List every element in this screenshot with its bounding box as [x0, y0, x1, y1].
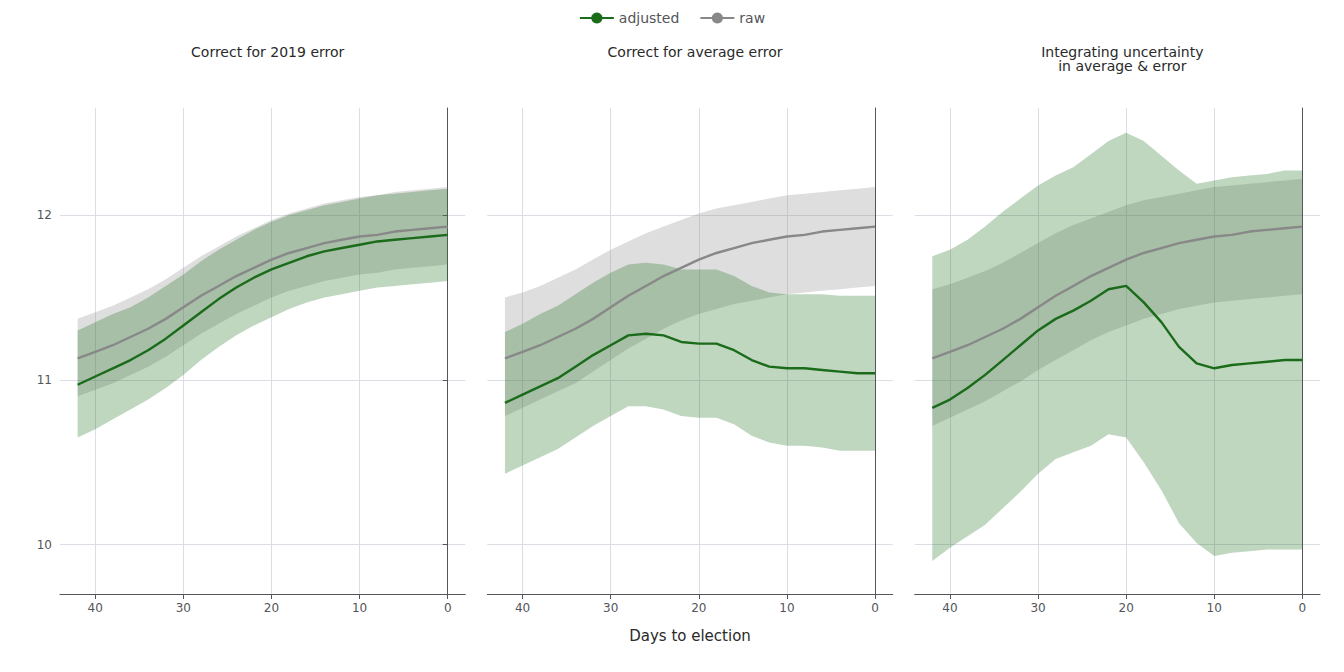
svg-text:0: 0 [1299, 601, 1307, 615]
svg-text:20: 20 [691, 601, 706, 615]
svg-text:40: 40 [942, 601, 957, 615]
svg-text:0: 0 [871, 601, 879, 615]
svg-text:40: 40 [515, 601, 530, 615]
svg-text:40: 40 [88, 601, 103, 615]
svg-text:10: 10 [352, 601, 367, 615]
svg-text:30: 30 [603, 601, 618, 615]
svg-text:30: 30 [176, 601, 191, 615]
svg-text:30: 30 [1030, 601, 1045, 615]
svg-text:Correct for average error: Correct for average error [608, 44, 783, 60]
svg-text:Days to election: Days to election [629, 627, 751, 645]
svg-text:10: 10 [779, 601, 794, 615]
svg-text:10: 10 [37, 538, 52, 552]
svg-text:raw: raw [739, 10, 765, 26]
svg-text:adjusted: adjusted [619, 10, 680, 26]
svg-text:11: 11 [37, 373, 52, 387]
svg-text:12: 12 [37, 208, 52, 222]
svg-text:0: 0 [444, 601, 452, 615]
svg-text:10: 10 [1207, 601, 1222, 615]
svg-text:Correct for 2019 error: Correct for 2019 error [191, 44, 344, 60]
svg-text:Integrating uncertainty: Integrating uncertainty [1041, 44, 1204, 60]
svg-text:20: 20 [264, 601, 279, 615]
svg-text:in average & error: in average & error [1058, 58, 1186, 74]
svg-text:20: 20 [1119, 601, 1134, 615]
